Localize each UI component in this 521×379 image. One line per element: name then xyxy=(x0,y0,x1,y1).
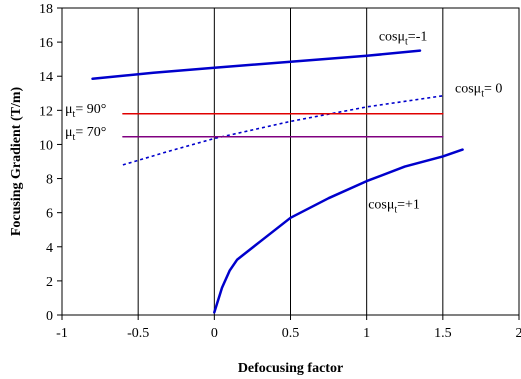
series-annotation: μt= 70° xyxy=(65,125,106,143)
y-tick-label: 6 xyxy=(46,207,53,222)
series-annotation: cosμt=+1 xyxy=(368,197,420,215)
x-tick-label: 0.5 xyxy=(282,326,300,341)
x-tick-label: -0.5 xyxy=(127,326,149,341)
x-tick-label: 1.5 xyxy=(434,326,452,341)
series-line xyxy=(122,95,443,166)
y-tick-label: 8 xyxy=(46,173,53,188)
series-layer xyxy=(91,49,464,314)
series-annotation: cosμt=-1 xyxy=(379,29,428,47)
series-annotation: cosμt= 0 xyxy=(455,81,502,99)
y-axis-title: Focusing Gradient (T/m) xyxy=(9,87,24,237)
annotation-layer: cosμt=-1 cosμt= 0 cosμt=+1 μt= 90° μt= 70° xyxy=(65,29,502,215)
x-tick-label: 2 xyxy=(516,326,521,341)
grid-layer xyxy=(137,8,444,315)
y-tick-label: 10 xyxy=(39,138,53,153)
tick-layer: -1 -0.5 0 0.5 1 1.5 2 0 2 4 6 8 10 12 14 16 18 xyxy=(39,2,521,341)
x-tick-label: 1 xyxy=(363,326,370,341)
y-tick-label: 18 xyxy=(39,2,53,17)
y-tick-label: 14 xyxy=(39,70,53,85)
series-annotation: μt= 90° xyxy=(65,102,106,120)
y-tick-label: 4 xyxy=(46,241,53,256)
x-axis-title: Defocusing factor xyxy=(238,361,343,376)
x-tick-label: -1 xyxy=(56,326,68,341)
series-line xyxy=(213,148,464,314)
y-tick-label: 16 xyxy=(39,36,53,51)
y-tick-label: 0 xyxy=(46,309,53,324)
x-tick-label: 0 xyxy=(211,326,218,341)
y-tick-label: 12 xyxy=(39,104,53,119)
y-tick-label: 2 xyxy=(46,275,53,290)
series-line xyxy=(91,49,422,81)
